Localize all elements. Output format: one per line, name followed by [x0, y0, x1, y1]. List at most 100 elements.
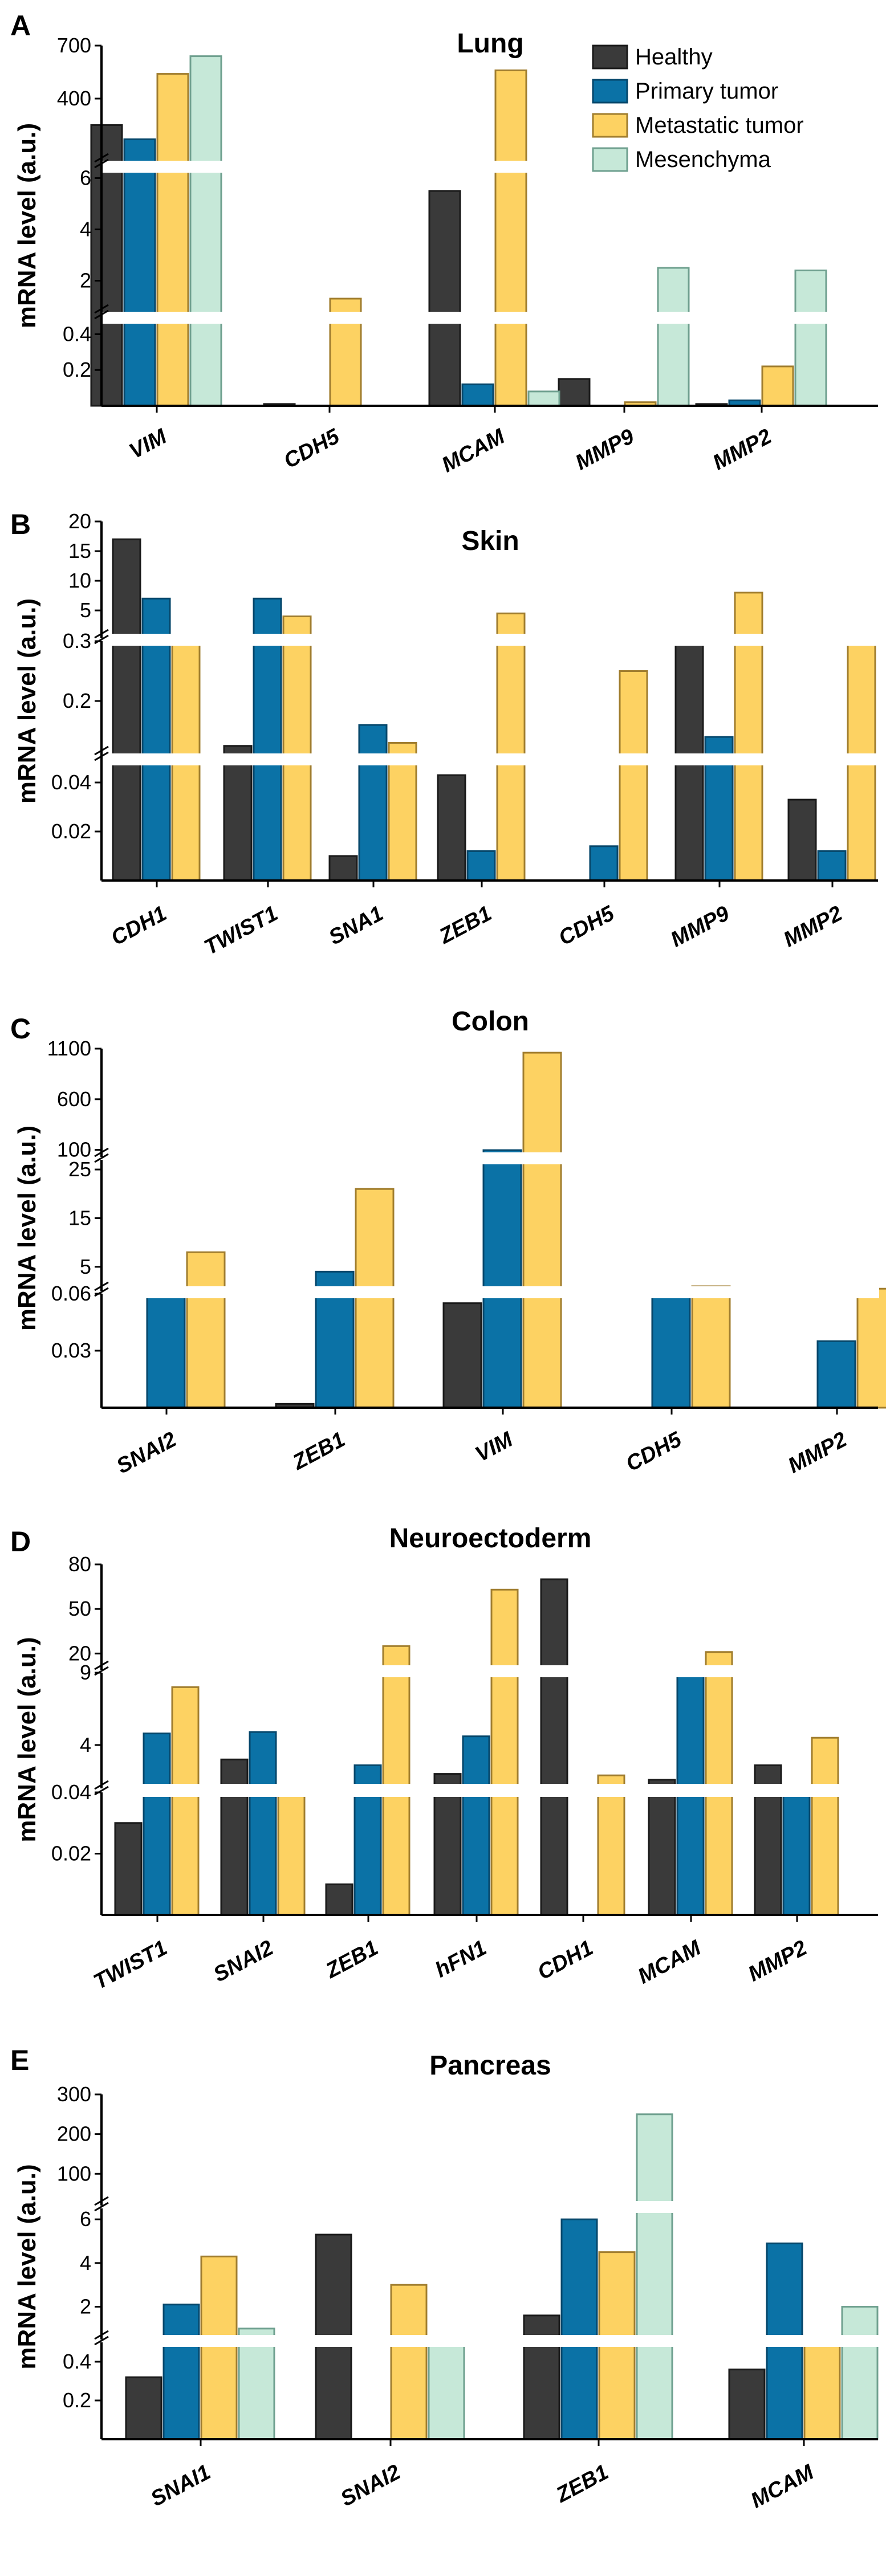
panel-d-axis-break-mark	[94, 1780, 109, 1790]
panel-b-bar-cdh5-primary-tumor	[589, 845, 619, 882]
panel-e-y-tick-label: 300	[57, 2082, 91, 2106]
panel-c-axis-break-mark	[94, 1287, 109, 1297]
panel-b-title: Skin	[461, 526, 519, 556]
panel-e-y-tick-label: 0.4	[63, 2350, 91, 2373]
panel-e-bar-mcam-metastatic-tumor	[803, 2341, 841, 2440]
panel-e-axis-break-mark	[94, 2196, 109, 2206]
panel-d-y-tick-label: 0.04	[51, 1780, 91, 1804]
panel-b-y-tick-label: 0.3	[63, 629, 91, 653]
panel-d-axis-break-band	[103, 1665, 879, 1677]
panel-d-bar-twist1-primary-tumor	[143, 1733, 171, 1916]
panel-d-bar-cdh1-healthy	[540, 1578, 568, 1916]
panel-b-y-axis-label: mRNA level (a.u.)	[13, 598, 41, 804]
panel-a-axis-break-band	[103, 312, 879, 324]
panel-c-title: Colon	[452, 1006, 529, 1037]
panel-b-axis-break-mark	[94, 629, 109, 639]
panel-d-category-label-snai2: SNAI2	[210, 1936, 278, 1987]
panel-e-axis-break-mark	[94, 2330, 109, 2340]
panel-c-category-label-cdh5: CDH5	[622, 1427, 686, 1476]
panel-d-y-axis-label: mRNA level (a.u.)	[13, 1637, 41, 1842]
panel-d-bar-hfn1-metastatic-tumor	[490, 1588, 519, 1916]
panel-d-bar-mmp2-metastatic-tumor	[811, 1737, 839, 1916]
panel-b-bar-zeb1-primary-tumor	[466, 850, 496, 882]
panel-e-category-label-snai1: SNAI1	[147, 2460, 215, 2512]
panel-c-y-tick-label: 15	[68, 1206, 91, 1229]
panel-e-axis-break-band	[103, 2201, 879, 2213]
panel-e-axis-break-band	[103, 2335, 879, 2347]
panel-c-bar-vim-healthy	[442, 1302, 482, 1409]
panel-c-y-axis-label: mRNA level (a.u.)	[13, 1126, 41, 1331]
panel-c-axis-break-band	[103, 1152, 879, 1164]
panel-c-category-label-vim: VIM	[472, 1427, 518, 1466]
panel-e-bar-snai1-primary-tumor	[162, 2304, 200, 2440]
panel-c-y-tick-label: 0.06	[51, 1282, 91, 1305]
panel-b-letter: B	[10, 508, 31, 540]
panel-c-axis-break-band	[103, 1286, 879, 1298]
panel-a-title: Lung	[457, 28, 523, 59]
panel-d-category-label-zeb1: ZEB1	[322, 1936, 382, 1983]
panel-e-category-label-snai2: SNAI2	[337, 2460, 405, 2512]
panel-a-letter: A	[10, 10, 31, 42]
panel-b-bar-zeb1-metastatic-tumor	[496, 612, 526, 882]
legend-swatch-mesenchyma	[592, 147, 628, 172]
panel-d-y-tick-label: 20	[68, 1641, 91, 1665]
panel-d-bar-mcam-healthy	[648, 1779, 676, 1916]
panel-c-bar-zeb1-metastatic-tumor	[355, 1188, 395, 1409]
panel-c-y-tick-label: 1100	[47, 1037, 91, 1060]
panel-a-bar-vim-mesenchyma	[189, 55, 222, 407]
panel-a-category-label-mcam: MCAM	[438, 424, 509, 477]
panel-b-y-tick-label: 10	[68, 569, 91, 592]
legend-label-metastatic-tumor: Metastatic tumor	[635, 113, 804, 138]
panel-b-category-label-mmp9: MMP9	[667, 902, 734, 952]
panel-b-category-label-twist1: TWIST1	[200, 902, 282, 960]
panel-e-bar-zeb1-healthy	[523, 2314, 560, 2440]
panel-a-bar-mmp2-metastatic-tumor	[761, 365, 794, 407]
panel-e-bar-mcam-mesenchyma	[841, 2306, 879, 2440]
panel-a-y-tick-label: 2	[80, 269, 91, 292]
panel-b-category-label-sna1: SNA1	[325, 902, 387, 950]
panel-e-y-axis-label: mRNA level (a.u.)	[13, 2164, 41, 2369]
panel-b-axis-break-band	[103, 753, 879, 765]
panel-e-bar-snai1-mesenchyma	[238, 2328, 275, 2440]
panel-c-y-tick-label: 100	[57, 1138, 91, 1161]
panel-e-y-tick-label: 6	[80, 2207, 91, 2231]
panel-a-axis-break-mark	[94, 153, 109, 163]
panel-b-bar-mmp2-primary-tumor	[817, 850, 847, 882]
panel-c-bar-cdh5-metastatic-tumor	[691, 1285, 731, 1409]
panel-e-y-tick-label: 2	[80, 2295, 91, 2318]
panel-c-y-tick-label: 600	[57, 1087, 91, 1111]
panel-c-bar-snai2-primary-tumor	[146, 1293, 186, 1409]
panel-a-y-tick-label: 0.2	[63, 358, 91, 381]
panel-d-bar-hfn1-healthy	[433, 1773, 462, 1916]
panel-e-y-tick-label: 100	[57, 2162, 91, 2185]
panel-b-bar-sna1-healthy	[328, 855, 358, 882]
panel-d-letter: D	[10, 1526, 31, 1558]
panel-b-bar-sna1-primary-tumor	[358, 724, 388, 882]
panel-c-axis-break-mark	[94, 1281, 109, 1291]
panel-a-category-label-cdh5: CDH5	[280, 424, 344, 473]
panel-c-bar-mmp2-primary-tumor	[816, 1340, 856, 1409]
panel-e-category-label-zeb1: ZEB1	[552, 2460, 612, 2508]
panel-d: D Neuroectoderm mRNA level (a.u.) 0.02 0.04 4…	[10, 1523, 879, 1994]
panel-e-axis-break-mark	[94, 2335, 109, 2346]
legend-swatch-primary-tumor	[592, 79, 628, 104]
panel-d-category-label-mcam: MCAM	[634, 1935, 705, 1988]
panel-e-bar-snai1-healthy	[125, 2376, 162, 2440]
panel-e-axis-break-mark	[94, 2202, 109, 2212]
panel-b-bar-twist1-metastatic-tumor	[282, 615, 312, 882]
panel-a-axis-break-mark	[94, 304, 109, 314]
panel-b-bar-zeb1-healthy	[437, 774, 466, 882]
panel-a-bar-mmp9-mesenchyma	[657, 267, 690, 407]
panel-b-category-label-mmp2: MMP2	[780, 902, 847, 952]
panel-a-axis-break-mark	[94, 309, 109, 320]
panel-e-letter: E	[10, 2044, 29, 2076]
panel-d-y-tick-label: 0.02	[51, 1842, 91, 1865]
panel-c-bar-mmp2-metastatic-tumor	[856, 1287, 886, 1409]
panel-d-title: Neuroectoderm	[389, 1523, 592, 1554]
panel-d-category-label-twist1: TWIST1	[90, 1936, 171, 1994]
panel-e-y-tick-label: 0.2	[63, 2388, 91, 2412]
panel-d-bar-snai2-healthy	[220, 1758, 249, 1916]
panel-a-bar-mcam-metastatic-tumor	[494, 69, 527, 407]
panel-d-bar-zeb1-metastatic-tumor	[382, 1645, 411, 1916]
panel-d-bar-twist1-healthy	[114, 1822, 143, 1916]
